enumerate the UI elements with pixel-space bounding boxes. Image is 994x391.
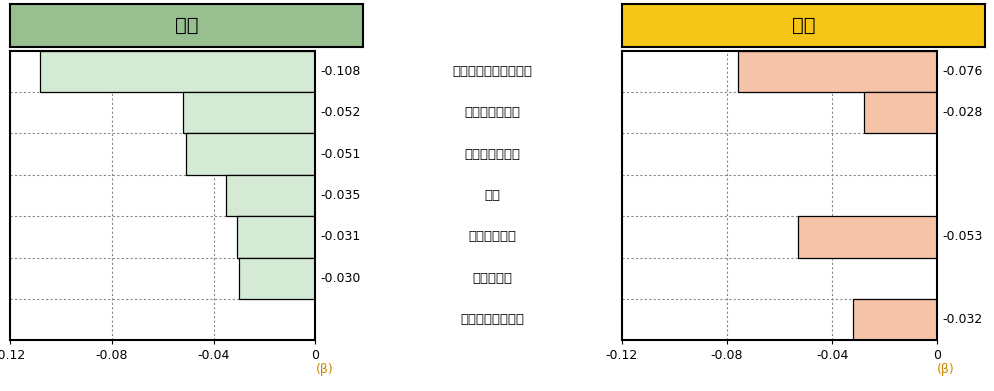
Text: 運動習慣の欠如: 運動習慣の欠如 (464, 106, 520, 119)
Bar (237, 216, 315, 258)
Text: -0.052: -0.052 (320, 106, 360, 119)
Text: 食べる速度が速い: 食べる速度が速い (460, 313, 524, 326)
Text: -0.031: -0.031 (320, 230, 360, 243)
Text: (β): (β) (936, 363, 954, 376)
Bar (852, 299, 936, 340)
Bar (239, 258, 315, 299)
Text: 睡眠による休息の不足: 睡眠による休息の不足 (452, 65, 532, 78)
Bar (797, 216, 936, 258)
Text: -0.028: -0.028 (941, 106, 981, 119)
Text: -0.053: -0.053 (941, 230, 981, 243)
Bar (863, 92, 936, 133)
Bar (183, 92, 315, 133)
Text: -0.032: -0.032 (941, 313, 981, 326)
Bar (737, 51, 936, 92)
Text: 就寝前の夕食: 就寝前の夕食 (468, 230, 516, 243)
Text: 歩行速度が遅い: 歩行速度が遅い (464, 148, 520, 161)
Bar (226, 175, 315, 216)
Text: -0.076: -0.076 (941, 65, 981, 78)
Text: -0.051: -0.051 (320, 148, 360, 161)
Bar (186, 133, 315, 175)
Bar (41, 51, 315, 92)
Text: 女性: 女性 (791, 16, 814, 35)
Text: -0.035: -0.035 (320, 189, 360, 202)
Text: 喫煙: 喫煙 (484, 189, 500, 202)
Text: (β): (β) (315, 363, 333, 376)
Text: 朝食の欠食: 朝食の欠食 (472, 272, 512, 285)
Text: -0.030: -0.030 (320, 272, 360, 285)
Text: -0.108: -0.108 (320, 65, 360, 78)
Text: 男性: 男性 (175, 16, 198, 35)
